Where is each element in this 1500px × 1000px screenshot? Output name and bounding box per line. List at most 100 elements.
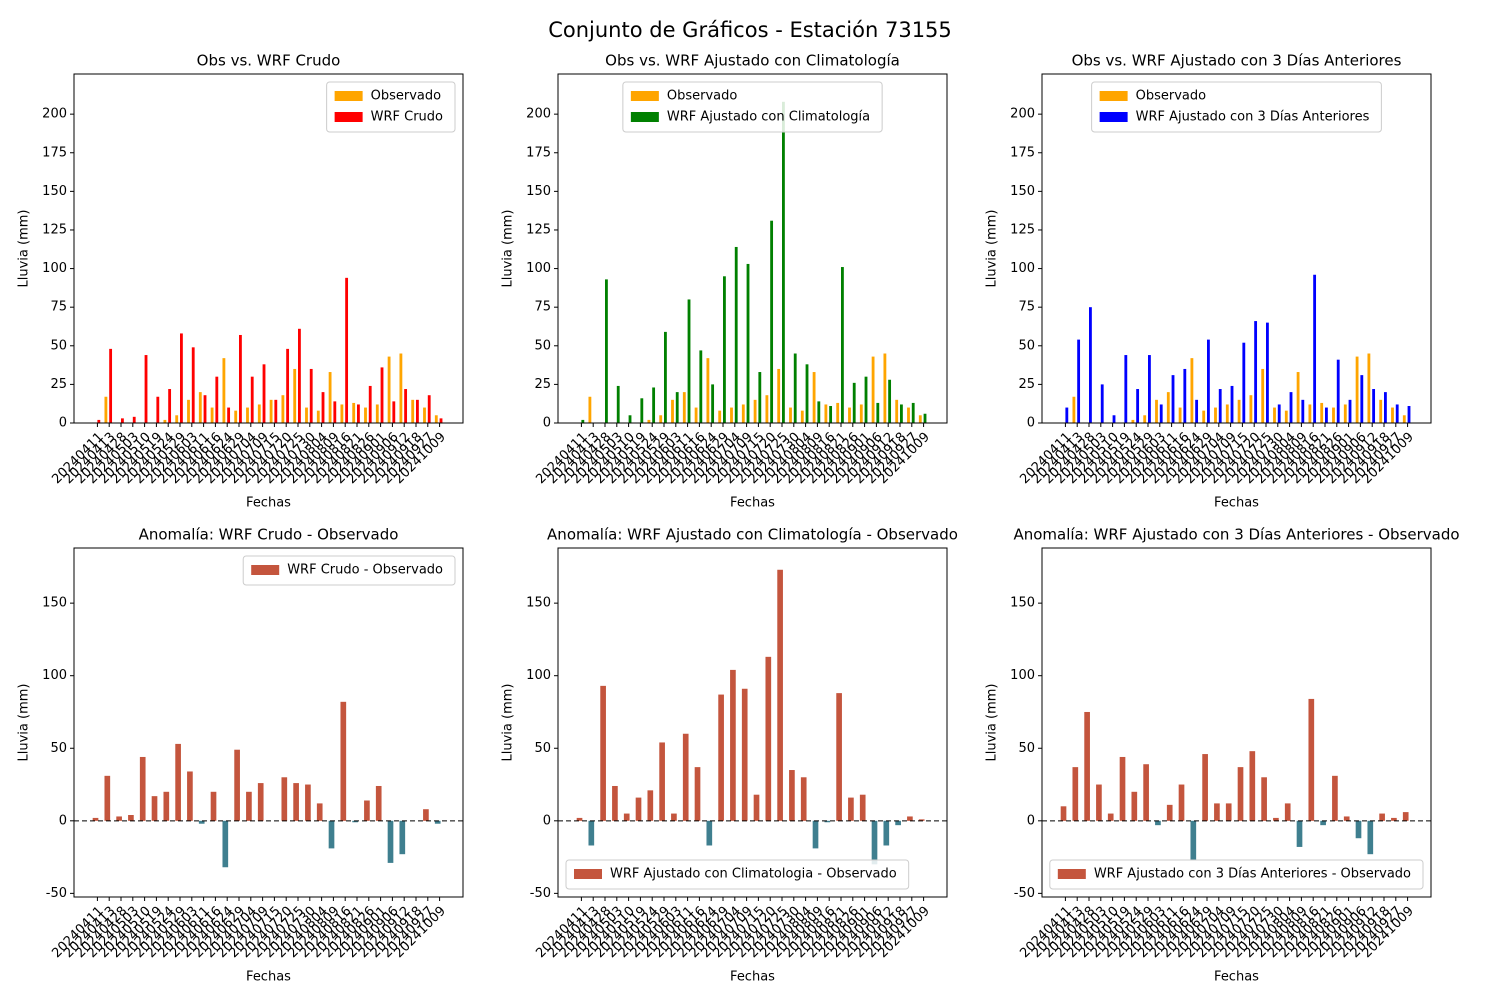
legend-label: Observado <box>1136 89 1207 104</box>
bar <box>824 820 831 823</box>
bar <box>434 820 441 824</box>
bar <box>356 404 360 423</box>
bar <box>1296 820 1303 847</box>
bar <box>1143 764 1149 821</box>
bar <box>899 404 903 423</box>
bar <box>588 396 592 423</box>
bar <box>694 407 698 423</box>
bar <box>659 742 665 821</box>
bar <box>805 364 809 423</box>
bar <box>836 402 840 423</box>
bar <box>859 404 863 423</box>
bar <box>895 399 899 423</box>
bar <box>1289 392 1293 423</box>
y-tick-label: 200 <box>42 107 67 122</box>
bar <box>191 347 195 423</box>
bar <box>852 382 856 423</box>
bar <box>415 399 419 423</box>
bar <box>352 820 358 823</box>
bar <box>777 569 783 821</box>
plot-frame <box>1041 73 1432 424</box>
bar <box>293 368 297 423</box>
bar <box>1089 307 1092 423</box>
bar <box>163 791 170 821</box>
bar <box>286 348 290 423</box>
bar <box>246 407 249 423</box>
panel-title: Anomalía: WRF Ajustado con 3 Días Anteri… <box>1013 526 1459 544</box>
legend-label: Observado <box>371 89 442 104</box>
y-tick-label: 125 <box>526 222 551 237</box>
bar <box>718 410 722 423</box>
bar <box>316 803 323 821</box>
y-tick-label: 0 <box>543 813 551 828</box>
bar <box>746 263 750 423</box>
bar <box>765 656 772 821</box>
y-tick-label: 125 <box>42 222 67 237</box>
y-tick-label: 50 <box>1018 741 1035 756</box>
y-tick-label: 100 <box>42 261 67 276</box>
bar <box>1249 395 1253 423</box>
bar <box>848 407 851 423</box>
bar <box>439 418 443 423</box>
bar <box>399 820 406 855</box>
y-tick-label: 0 <box>543 416 551 431</box>
legend-box <box>1049 859 1424 890</box>
bar <box>1124 355 1128 423</box>
bar <box>1230 385 1234 423</box>
bar <box>635 797 642 821</box>
bar <box>1296 372 1300 423</box>
bar <box>281 395 285 423</box>
y-tick-label: 50 <box>50 741 67 756</box>
legend: Observado WRF Ajustado con Climatología <box>622 81 883 133</box>
x-axis-label: Fechas <box>1214 970 1259 985</box>
legend-box <box>622 81 883 133</box>
bar <box>345 277 349 423</box>
bar <box>1261 777 1267 821</box>
legend: WRF Crudo - Observado <box>242 555 456 586</box>
bar <box>730 669 736 821</box>
bar <box>305 784 311 821</box>
bar <box>1100 384 1104 423</box>
y-tick-label: 100 <box>526 261 551 276</box>
bar <box>1284 803 1291 821</box>
bar <box>817 401 821 423</box>
bar <box>1320 820 1326 826</box>
figure-title: Conjunto de Gráficos - Estación 73155 <box>548 18 952 42</box>
bar <box>741 404 745 423</box>
y-axis-label: Lluvia (mm) <box>501 210 516 288</box>
bar <box>647 419 651 423</box>
bar <box>1332 775 1338 821</box>
y-tick-label: 175 <box>526 145 551 160</box>
bar <box>352 402 356 423</box>
bar <box>1360 375 1364 423</box>
x-axis-label: Fechas <box>730 970 775 985</box>
panel-title: Obs vs. WRF Crudo <box>197 52 341 70</box>
legend-label: WRF Crudo <box>371 110 443 125</box>
bar <box>1265 322 1269 423</box>
bar <box>1225 404 1229 423</box>
legend-swatch <box>334 91 363 101</box>
bar <box>675 392 679 423</box>
legend-label: WRF Ajustado con 3 Días Anteriores - Obs… <box>1094 867 1411 882</box>
plot-frame <box>557 73 948 424</box>
bar <box>1355 356 1359 423</box>
bar <box>876 402 880 423</box>
bar <box>1065 407 1069 423</box>
legend: Observado WRF Crudo <box>326 81 456 133</box>
bar <box>671 399 674 423</box>
y-tick-label: 150 <box>42 596 67 611</box>
bar <box>198 820 205 824</box>
bar <box>121 418 124 423</box>
plot-frame <box>73 73 464 424</box>
y-tick-label: 175 <box>1010 145 1035 160</box>
legend-swatch <box>1057 869 1086 879</box>
bar <box>741 688 748 821</box>
bar <box>1214 803 1220 821</box>
y-tick-label: 75 <box>1018 300 1035 315</box>
bar <box>706 820 713 846</box>
bar <box>1072 767 1079 821</box>
bar <box>109 348 113 423</box>
bar <box>671 813 677 821</box>
bar <box>612 785 618 821</box>
x-axis-label: Fechas <box>246 970 291 985</box>
